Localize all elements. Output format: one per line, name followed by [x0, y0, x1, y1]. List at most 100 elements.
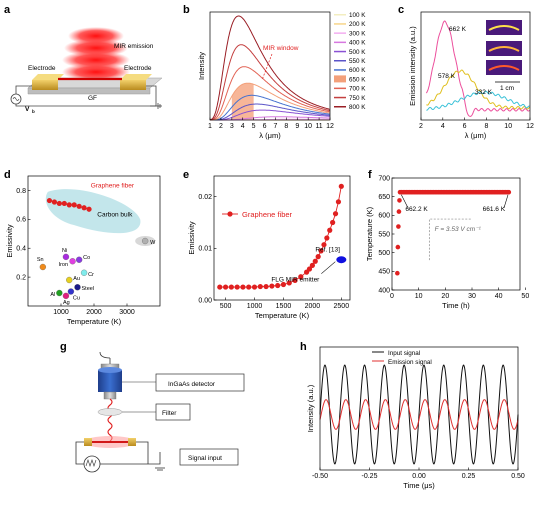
label-mir-emission: MIR emission — [114, 43, 154, 50]
material-label-cr: Cr — [88, 272, 94, 278]
legend-swatch — [334, 87, 346, 90]
material-label-steel: Steel — [82, 286, 95, 292]
legend-label-input: Input signal — [388, 350, 420, 357]
graphene-fiber-point — [71, 202, 77, 208]
legend-swatch — [334, 32, 346, 34]
panel-b-frame — [209, 11, 331, 121]
panel-c-xtick-label: 8 — [484, 123, 488, 130]
legend-swatch — [334, 60, 346, 62]
panel-e-ylabel: Emissivity — [187, 221, 196, 255]
panel-h-xtick-label: 0.00 — [412, 473, 426, 480]
graphene-fiber-point — [312, 258, 318, 264]
material-label-iron: Iron — [59, 262, 68, 268]
panel-h-ylabel: Intensity (a.u.) — [306, 384, 315, 432]
panel-e-ytick-label: 0.01 — [198, 246, 212, 253]
legend-swatch — [334, 14, 346, 16]
temp-end-arrow — [503, 194, 509, 208]
legend-swatch — [334, 41, 346, 44]
panel-e-xtick-label: 1000 — [247, 303, 263, 310]
curve-600k — [210, 94, 331, 121]
material-label-w: W — [150, 240, 156, 246]
spectrum-578k — [426, 69, 530, 110]
label-332k: 332 K — [475, 89, 493, 96]
legend-label: 600 K — [349, 67, 366, 74]
carbon-bulk-region — [45, 189, 141, 234]
ramp-point — [395, 270, 400, 276]
panel-f-ytick-label: 600 — [378, 213, 390, 220]
graphene-fiber-point — [246, 284, 252, 290]
panel-b-ylabel: Intensity — [197, 52, 206, 80]
curve-500k — [210, 109, 330, 121]
graphene-fiber-point — [234, 284, 240, 290]
panel-f-ytick-label: 500 — [378, 250, 390, 257]
label-vb: V — [25, 106, 30, 113]
panel-f-xtick-label: 0 — [390, 293, 394, 300]
panel-e-xtick-label: 1500 — [276, 303, 292, 310]
signal-input-box — [179, 448, 239, 466]
graphene-fiber-point — [292, 277, 298, 283]
material-point-steel — [74, 284, 81, 291]
material-label-al: Al — [50, 292, 55, 298]
panel-b-xtick-label: 6 — [263, 123, 267, 130]
legend-label: 650 K — [349, 76, 366, 83]
graphene-fiber-point — [76, 203, 82, 209]
panel-e-xtick-label: 2500 — [334, 303, 350, 310]
legend-swatch — [334, 69, 346, 71]
ramp-point — [396, 209, 402, 214]
thermal-image-fiber — [488, 65, 520, 71]
flg-emitter-label: FLG MIR emitter — [271, 277, 320, 284]
legend-swatch — [334, 50, 346, 53]
material-point-ag — [62, 292, 70, 300]
curve-650k — [210, 82, 330, 121]
panel-c-ylabel: Emission intensity (a.u.) — [408, 26, 417, 106]
legend-label: 700 K — [349, 86, 366, 93]
graphene-fiber-point — [280, 281, 287, 288]
label-gf: GF — [88, 95, 97, 102]
material-point-iron — [69, 258, 76, 265]
electrode-right-block — [120, 74, 152, 90]
graphene-fiber-point — [251, 284, 258, 290]
panel-b-xtick-label: 9 — [295, 123, 299, 130]
spectrum-332k — [426, 90, 530, 111]
graphene-fiber-point — [269, 283, 275, 289]
panel-f-xtick-label: 30 — [468, 293, 476, 300]
panel-e-xtick-label: 2000 — [305, 303, 321, 310]
legend-swatch — [334, 75, 346, 83]
thermal-image-inset — [486, 60, 522, 75]
field-label: F = 3.53 V cm⁻¹ — [435, 226, 482, 233]
thermal-image-fiber — [488, 46, 520, 52]
graphene-fiber-point — [46, 197, 53, 204]
panel-d-ylabel: Emissivity — [5, 224, 14, 258]
ramp-point — [396, 224, 401, 229]
graphene-fiber-point — [61, 200, 67, 207]
panel-f-xtick-label: 50 — [521, 293, 529, 300]
panel-c-xtick-label: 12 — [526, 123, 534, 130]
legend-label: 750 K — [349, 95, 366, 102]
panel-f-ylabel: Temperature (K) — [365, 206, 374, 261]
panel-e-ytick-label: 0.02 — [198, 194, 212, 201]
panel-d-ytick-label: 0.8 — [16, 188, 26, 195]
panel-label-b: b — [183, 4, 190, 16]
temp-end-label: 661.6 K — [483, 206, 506, 213]
material-point-cu — [67, 288, 75, 295]
graphene-fiber-point — [286, 280, 292, 286]
graphene-fiber-point — [327, 227, 333, 233]
panel-c: c 2 4 6 8 10 12 λ (μm) Emission intensity (a.u.… — [398, 4, 534, 140]
graphene-fiber-label: Graphene fiber — [91, 183, 135, 190]
panel-d-xtick-label: 1000 — [53, 309, 69, 316]
panel-h-xtick-label: -0.50 — [312, 473, 328, 480]
graphene-fiber-point — [257, 283, 263, 290]
legend-label: 300 K — [349, 30, 366, 37]
material-label-co: Co — [83, 255, 90, 261]
panel-label-f: f — [368, 169, 372, 181]
graphene-fiber-point — [240, 284, 246, 290]
graphene-fiber-point — [228, 284, 234, 290]
panel-e-xtick-label: 500 — [220, 303, 232, 310]
material-point-ni — [62, 253, 70, 261]
graphene-fiber-point — [51, 199, 58, 205]
legend-label: 550 K — [349, 58, 366, 65]
panel-b-xtick-label: 5 — [252, 123, 256, 130]
panel-f-xlabel: Time (h) — [442, 301, 470, 310]
panel-d-ytick-label: 0.6 — [16, 217, 26, 224]
